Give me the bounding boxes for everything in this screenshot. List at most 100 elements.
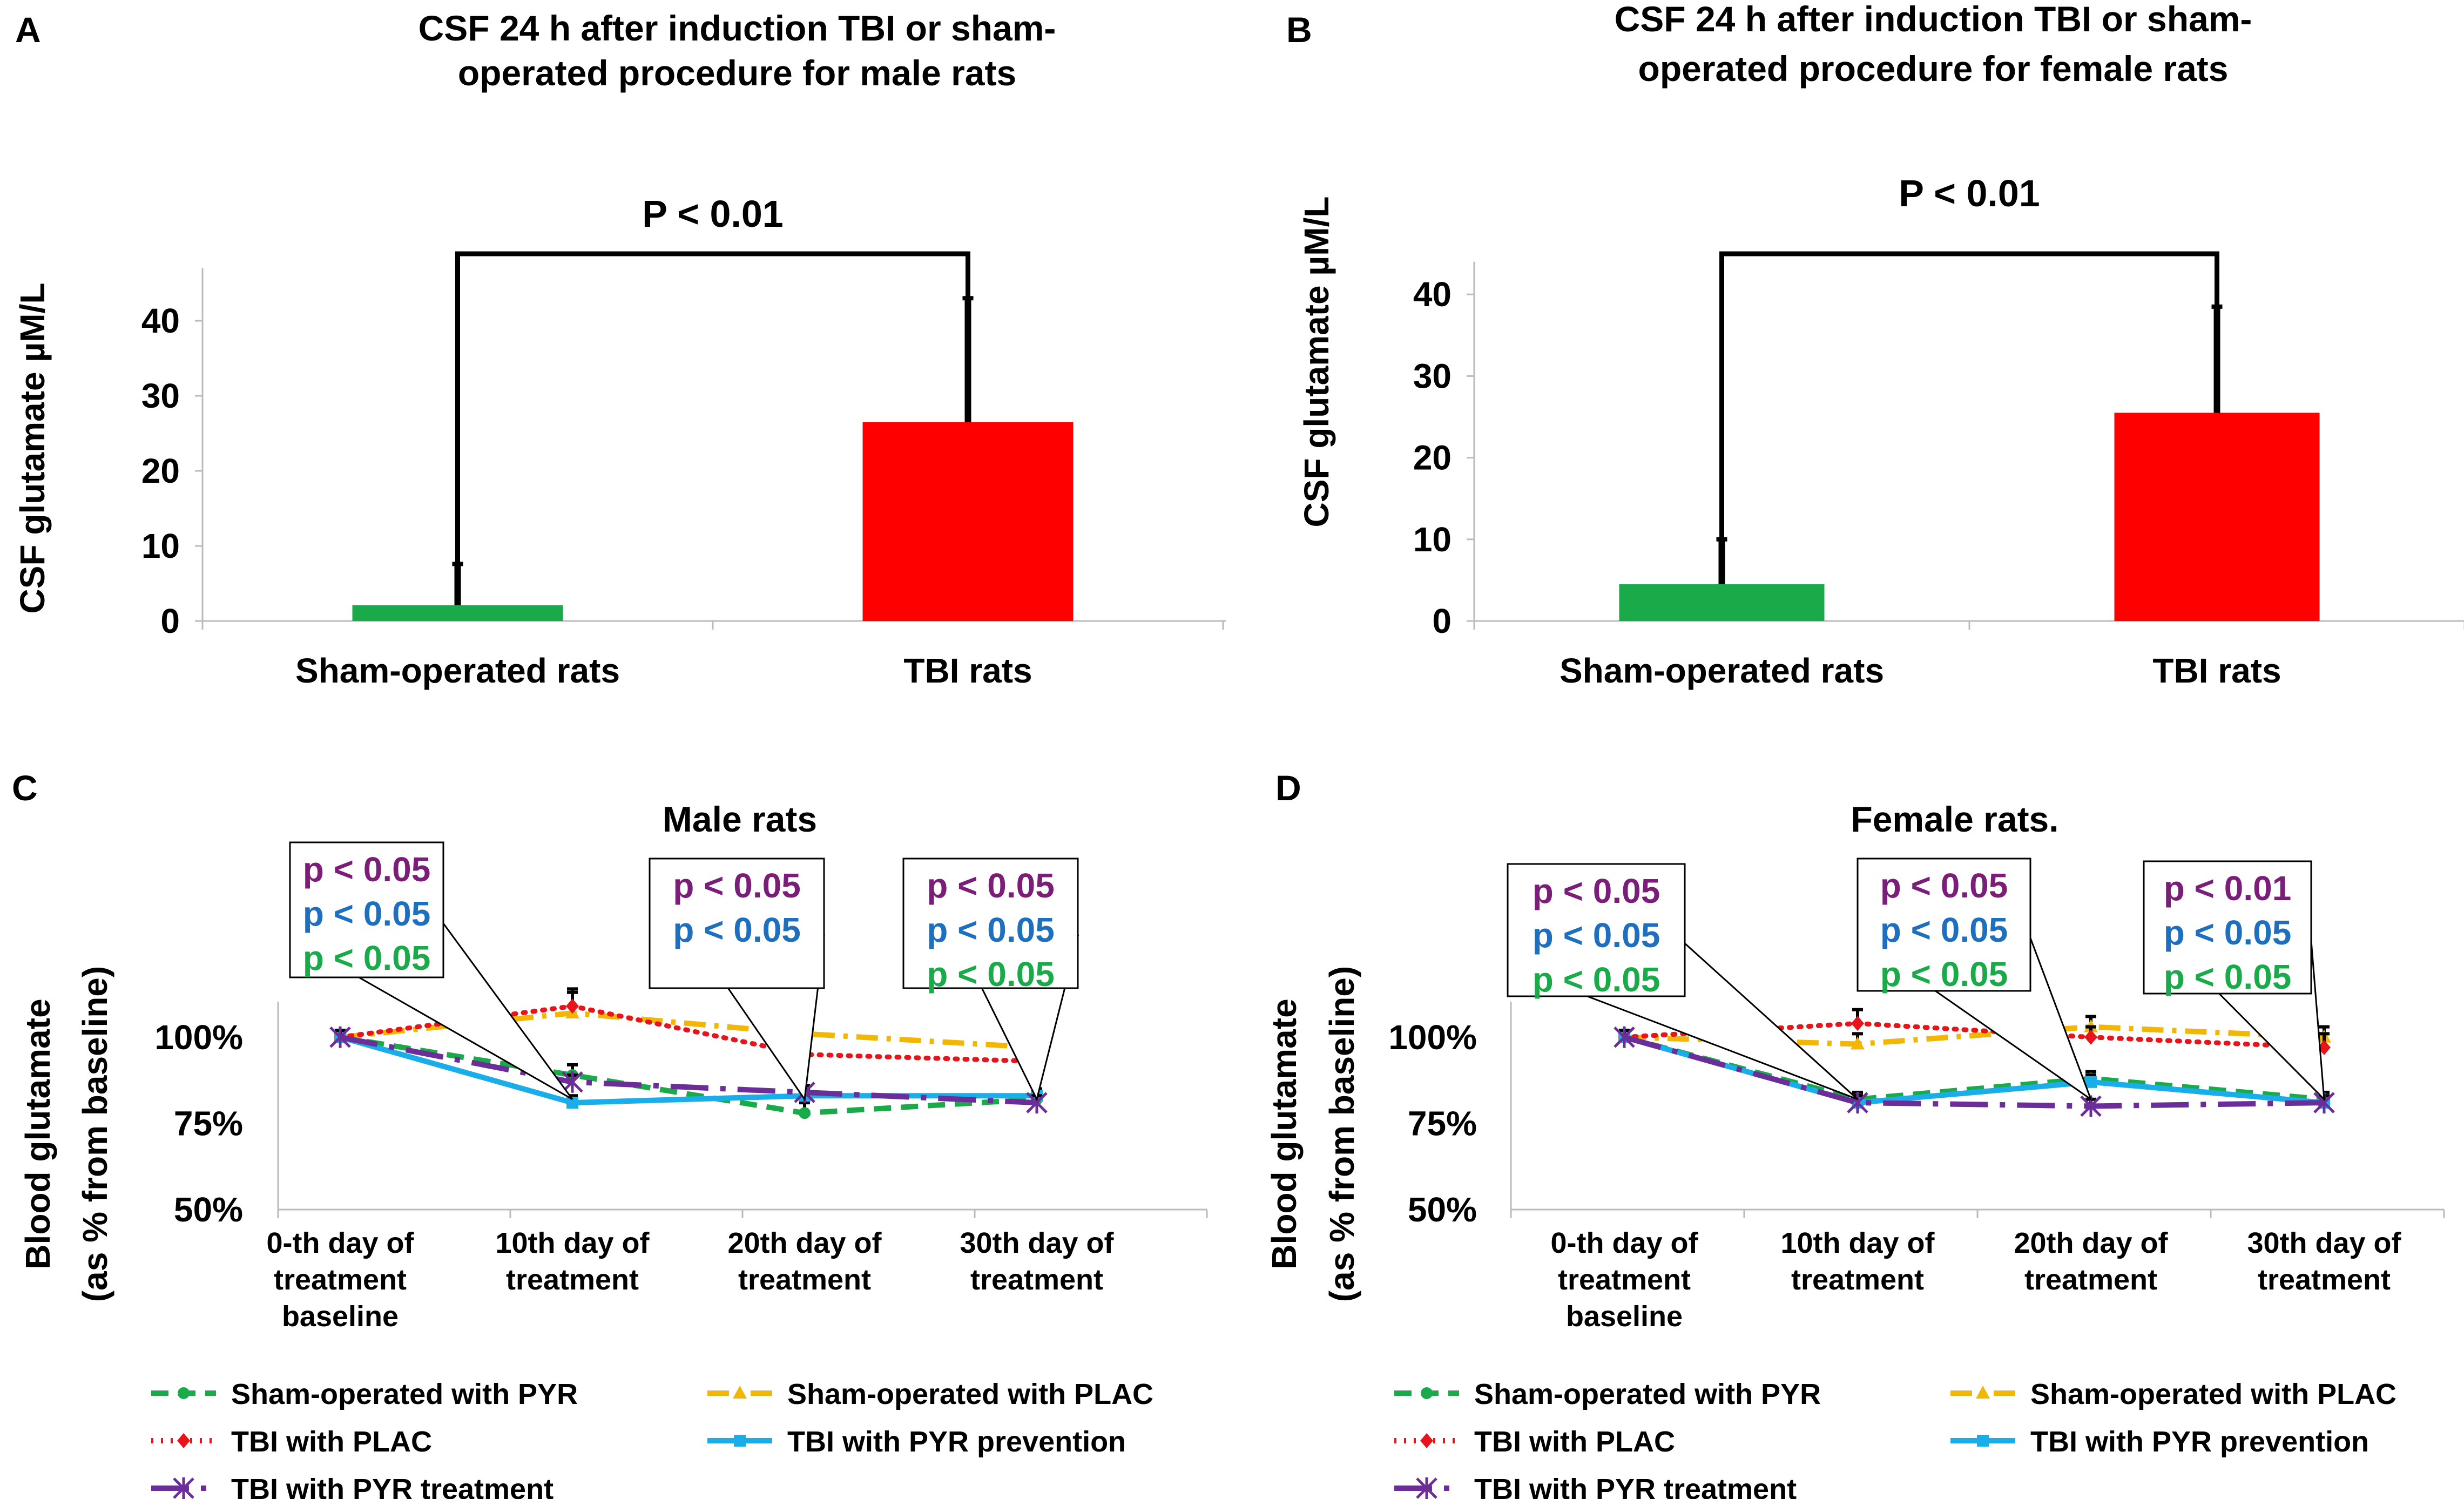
annotation-box: p < 0.05 p < 0.05 p < 0.05 bbox=[1507, 863, 1859, 1100]
significance-label: P < 0.01 bbox=[642, 193, 783, 235]
legend: Sham-operated with PYR Sham-operated with… bbox=[1394, 1378, 2397, 1499]
x-category-label: TBI rats bbox=[2152, 651, 2281, 690]
x-category-label: 10th day of bbox=[1780, 1227, 1935, 1259]
legend-item: Sham-operated with PLAC bbox=[1950, 1378, 2397, 1410]
data-point bbox=[566, 1097, 578, 1109]
x-category-label: treatment bbox=[1558, 1264, 1691, 1296]
legend-label: TBI with PYR treatment bbox=[231, 1473, 553, 1499]
y-tick-label: 30 bbox=[141, 376, 180, 415]
p-value-label: p < 0.05 bbox=[927, 910, 1055, 949]
annotation-frame bbox=[1507, 863, 1686, 997]
p-value-label: p < 0.05 bbox=[1533, 960, 1660, 999]
line-chart-c: Male rats 50% 75% 100% Blood glutamate (as % … bbox=[18, 799, 1208, 1499]
legend-label: Sham-operated with PLAC bbox=[787, 1378, 1153, 1410]
x-category-label: 30th day of bbox=[2247, 1227, 2401, 1259]
y-axis-label: (as % from baseline) bbox=[1322, 966, 1361, 1302]
legend-label: TBI with PYR prevention bbox=[787, 1426, 1126, 1458]
y-tick-label: 0 bbox=[1432, 602, 1452, 640]
bar-chart-a: CSF 24 h after induction TBI or sham-ope… bbox=[13, 8, 1226, 690]
data-point bbox=[1420, 1433, 1433, 1448]
series-line bbox=[339, 1034, 1037, 1106]
data-point bbox=[329, 1026, 351, 1048]
data-point bbox=[566, 998, 579, 1014]
x-category-label: Sham-operated rats bbox=[1560, 651, 1884, 690]
p-value-label: p < 0.05 bbox=[1880, 866, 2008, 905]
legend: Sham-operated with PYR Sham-operated with… bbox=[151, 1378, 1153, 1499]
data-point bbox=[1614, 1026, 1635, 1048]
y-tick-label: 50% bbox=[1408, 1190, 1477, 1229]
data-point bbox=[1851, 1016, 1864, 1031]
x-category-label: Sham-operated rats bbox=[295, 651, 620, 690]
legend-label: Sham-operated with PYR bbox=[1474, 1378, 1821, 1410]
legend-label: TBI with PYR prevention bbox=[2030, 1426, 2369, 1458]
p-value-label: p < 0.05 bbox=[2164, 913, 2292, 952]
bar bbox=[352, 605, 563, 621]
series-line bbox=[340, 1034, 1037, 1116]
chart-title: CSF 24 h after induction TBI or sham- bbox=[1615, 0, 2252, 39]
p-value-label: p < 0.05 bbox=[927, 866, 1055, 905]
chart-title: Female rats. bbox=[1851, 799, 2058, 839]
data-point bbox=[1976, 1386, 1990, 1399]
data-point bbox=[799, 1107, 811, 1119]
p-value-label: p < 0.05 bbox=[303, 938, 431, 977]
data-point bbox=[562, 1071, 583, 1093]
legend-item: TBI with PYR treatment bbox=[151, 1473, 553, 1499]
annotation-box: p < 0.05 p < 0.05 p < 0.05 bbox=[902, 857, 1079, 1102]
y-tick-label: 40 bbox=[141, 301, 180, 340]
y-tick-label: 75% bbox=[174, 1104, 243, 1143]
y-tick-label: 100% bbox=[154, 1018, 243, 1057]
data-point bbox=[2084, 1029, 2097, 1045]
annotation-frame bbox=[902, 857, 1079, 989]
p-value-label: p < 0.05 bbox=[303, 850, 431, 889]
series-tbi-with-pyr-prevention bbox=[334, 1029, 1043, 1109]
x-category-label: treatment bbox=[506, 1264, 639, 1296]
data-point bbox=[1977, 1435, 1989, 1447]
p-value-label: p < 0.05 bbox=[673, 866, 801, 905]
x-category-label: 30th day of bbox=[960, 1227, 1114, 1259]
annotation-box: p < 0.05 p < 0.05 p < 0.05 bbox=[289, 841, 573, 1100]
y-axis-label: (as % from baseline) bbox=[76, 966, 114, 1302]
data-point bbox=[173, 1477, 194, 1499]
annotation-box: p < 0.05 p < 0.05 p < 0.05 bbox=[1857, 857, 2093, 1102]
annotation-frame bbox=[649, 857, 825, 989]
legend-item: TBI with PYR treatment bbox=[1394, 1473, 1797, 1499]
x-category-label: baseline bbox=[282, 1300, 399, 1333]
y-tick-label: 20 bbox=[141, 451, 180, 490]
annotation-box: p < 0.01 p < 0.05 p < 0.05 bbox=[2143, 860, 2325, 1102]
legend-item: TBI with PLAC bbox=[1394, 1426, 1675, 1458]
annotation-frame bbox=[1857, 857, 2031, 992]
data-point bbox=[1416, 1477, 1437, 1499]
panel-letter-b: B bbox=[1286, 10, 1312, 50]
x-category-label: treatment bbox=[2258, 1264, 2391, 1296]
legend-label: TBI with PLAC bbox=[1474, 1426, 1675, 1458]
x-category-label: treatment bbox=[2024, 1264, 2157, 1296]
y-tick-label: 10 bbox=[1413, 520, 1452, 559]
x-category-label: 10th day of bbox=[495, 1227, 650, 1259]
y-tick-label: 10 bbox=[141, 526, 180, 565]
annotation-frame bbox=[289, 841, 444, 978]
chart-title: operated procedure for female rats bbox=[1638, 49, 2229, 89]
x-category-label: TBI rats bbox=[903, 651, 1032, 690]
series-line bbox=[340, 1034, 1037, 1106]
chart-title: operated procedure for male rats bbox=[458, 53, 1016, 93]
legend-label: Sham-operated with PLAC bbox=[2030, 1378, 2397, 1410]
y-tick-label: 40 bbox=[1413, 275, 1452, 314]
p-value-label: p < 0.05 bbox=[1880, 910, 2008, 949]
y-tick-label: 50% bbox=[174, 1190, 243, 1229]
panel-letter-a: A bbox=[15, 10, 41, 50]
data-point bbox=[734, 1435, 746, 1447]
chart-title: Male rats bbox=[663, 799, 817, 839]
p-value-label: p < 0.05 bbox=[1533, 872, 1660, 910]
y-tick-label: 100% bbox=[1388, 1018, 1477, 1057]
bar-chart-b: CSF 24 h after induction TBI or sham-ope… bbox=[1297, 0, 2464, 690]
legend-item: TBI with PYR prevention bbox=[1950, 1426, 2369, 1458]
legend-label: TBI with PLAC bbox=[231, 1426, 432, 1458]
series-line bbox=[1623, 1034, 2325, 1109]
legend-item: Sham-operated with PYR bbox=[1394, 1378, 1821, 1410]
x-category-label: 20th day of bbox=[2014, 1227, 2168, 1259]
legend-label: TBI with PYR treatment bbox=[1474, 1473, 1797, 1499]
p-value-label: p < 0.05 bbox=[1880, 955, 2008, 994]
x-category-label: 20th day of bbox=[727, 1227, 882, 1259]
bar bbox=[2114, 413, 2320, 621]
data-point bbox=[2085, 1076, 2097, 1088]
